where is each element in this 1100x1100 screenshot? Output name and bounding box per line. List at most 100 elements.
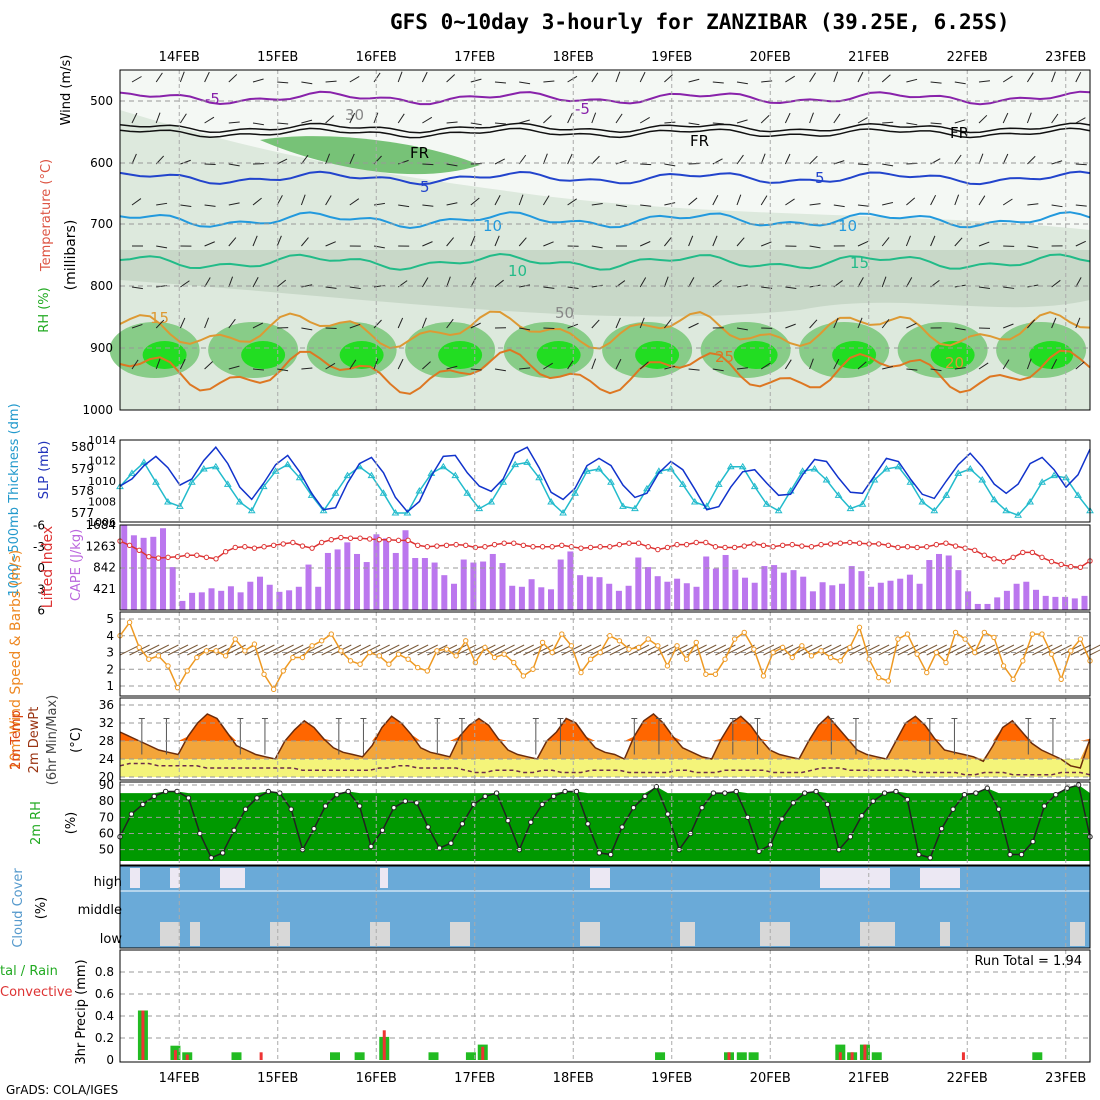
- wind-barb: [640, 204, 652, 207]
- wind-barb: [664, 318, 672, 329]
- contour-label: FR: [690, 132, 709, 150]
- wind-barb: [905, 277, 913, 288]
- wind-speed-series-point: [213, 648, 219, 654]
- wind-barb: [155, 112, 161, 124]
- date-label-top: 23FEB: [1045, 50, 1086, 65]
- date-label-top: 14FEB: [159, 50, 200, 65]
- surface-wind-barb: [446, 644, 467, 656]
- wind-barb: [881, 319, 890, 329]
- rh-series-point: [174, 788, 180, 795]
- panel-thickness-slp: [119, 439, 1091, 523]
- rh-series-point: [824, 801, 831, 808]
- wind-speed-series-point: [1039, 631, 1045, 637]
- surface-wind-barb: [148, 644, 170, 656]
- wind-barb: [470, 78, 482, 83]
- date-label-bottom: 15FEB: [257, 1071, 298, 1086]
- wind-barb: [1051, 71, 1056, 83]
- rh-series-point: [665, 811, 671, 817]
- temp-contour-10: [119, 211, 1091, 230]
- precip-conv-bar: [185, 1054, 189, 1060]
- contour-label: 15: [150, 309, 169, 327]
- wind-barb: [882, 365, 894, 370]
- wind-barb: [1002, 75, 1013, 83]
- rh-series-point: [562, 788, 568, 795]
- thickness-series-point: [1062, 473, 1070, 481]
- lifted-index-series-point: [328, 536, 334, 543]
- lifted-index-series-point: [827, 541, 834, 547]
- cape-bar: [858, 571, 865, 610]
- thickness-series-point: [187, 478, 196, 485]
- axis-label-wind-speed: 10m Wind Speed & Barbs (m/s): [8, 550, 24, 770]
- wind-speed-series-point: [664, 663, 671, 669]
- lifted-index-series-point: [607, 544, 613, 550]
- lifted-index-series-point: [635, 540, 642, 546]
- wind-barb: [397, 317, 404, 329]
- wind-speed-series-point: [1058, 676, 1064, 682]
- rh-tick: 70: [99, 810, 114, 824]
- cape-bar: [926, 560, 933, 610]
- wind-speed-series-point: [367, 649, 373, 656]
- wind-speed-series-point: [347, 658, 354, 664]
- wind-speed-series-point: [472, 659, 479, 666]
- lifted-index-series-point: [1010, 554, 1016, 561]
- panel-cross-section: [119, 69, 1091, 411]
- wind-barb: [688, 235, 694, 247]
- cape-bar: [412, 558, 419, 610]
- wind-barb: [131, 359, 139, 370]
- wind-speed-series-point: [482, 644, 488, 651]
- cape-bar: [645, 567, 652, 610]
- wind-barb: [1027, 203, 1039, 206]
- precip-conv-bar: [173, 1050, 177, 1060]
- thickness-series-point: [223, 480, 232, 487]
- wind-speed-series-point: [597, 649, 603, 656]
- lifted-index-series-point: [424, 544, 431, 550]
- thickness-tick: 579: [71, 462, 94, 476]
- rh-90-blob: [1029, 341, 1074, 369]
- wind-speed-series-point: [174, 684, 181, 691]
- wind-barb: [881, 276, 887, 288]
- wind-barb: [591, 203, 603, 206]
- lifted-index-series-point: [530, 544, 536, 550]
- wind-barb: [276, 158, 288, 165]
- thickness-series-point: [966, 465, 975, 472]
- rh-series-point: [459, 821, 466, 827]
- temp-contour-minus5: [119, 90, 1091, 106]
- wind-speed-series-point: [1048, 651, 1055, 657]
- wind-speed-series-point: [818, 648, 824, 654]
- surface-wind-barb: [455, 644, 477, 656]
- wind-barb: [325, 115, 335, 124]
- wind-speed-series-point: [799, 643, 805, 649]
- contour-label: 5: [420, 178, 430, 196]
- surface-wind-barb: [801, 644, 823, 656]
- wind-barb: [1026, 112, 1032, 124]
- thickness-series-point: [798, 467, 807, 474]
- wind-barb: [591, 112, 597, 124]
- thickness-series-point: [631, 504, 639, 512]
- wind-barb: [179, 113, 187, 124]
- pressure-tick: 700: [90, 217, 113, 231]
- cape-bar: [751, 582, 758, 610]
- thickness-series-point: [858, 500, 867, 507]
- high-cloud-block: [590, 868, 610, 888]
- low-cloud-block: [1070, 922, 1085, 946]
- low-cloud-block: [160, 922, 180, 946]
- wind-barb: [470, 235, 476, 247]
- wind-speed-series-point: [847, 644, 853, 651]
- rh-series-point: [220, 850, 226, 856]
- cape-bar: [596, 577, 603, 610]
- wind-barb: [567, 198, 577, 206]
- cape-bar: [237, 592, 244, 610]
- surface-wind-barb: [753, 644, 775, 656]
- surface-wind-barb: [1070, 644, 1092, 656]
- precip-total-bar: [655, 1052, 666, 1060]
- wind-barb: [1051, 358, 1058, 370]
- lifted-index-series-point: [232, 544, 238, 551]
- lifted-index-series-point: [242, 544, 248, 550]
- wind-speed-series-point: [731, 636, 738, 642]
- thickness-series-point: [882, 465, 891, 472]
- lifted-index-series-point: [1029, 549, 1036, 556]
- cape-bar: [732, 569, 739, 610]
- low-cloud-block: [190, 922, 200, 946]
- wind-speed-series-point: [952, 629, 959, 636]
